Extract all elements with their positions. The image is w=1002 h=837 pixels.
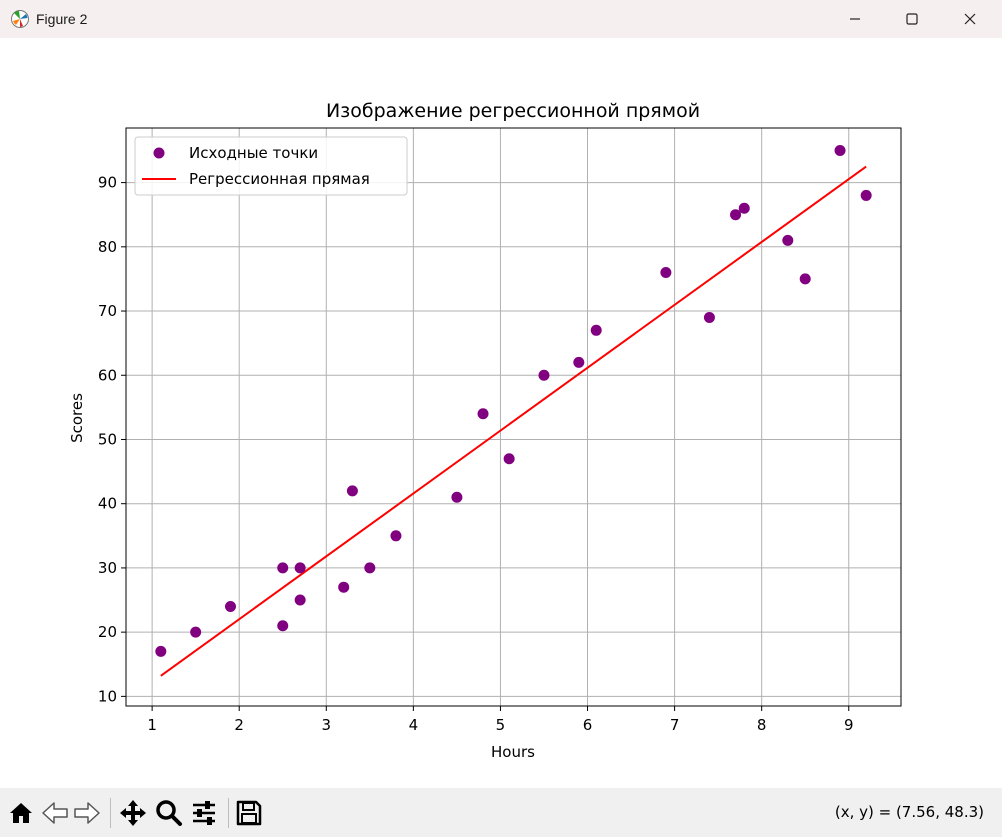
- x-tick-label: 8: [757, 716, 767, 734]
- chart-title: Изображение регрессионной прямой: [326, 100, 700, 122]
- legend: Исходные точки Регрессионная прямая: [134, 136, 408, 196]
- window-title: Figure 2: [36, 11, 88, 27]
- data-point: [224, 600, 236, 612]
- window-titlebar: Figure 2: [0, 0, 1002, 38]
- cursor-coordinates: (x, y) = (7.56, 48.3): [834, 803, 984, 821]
- home-icon: [10, 803, 32, 823]
- save-button[interactable]: [234, 798, 264, 828]
- zoom-icon: [156, 800, 182, 826]
- forward-icon: [74, 802, 100, 824]
- data-point: [573, 356, 585, 368]
- save-icon: [236, 800, 262, 826]
- data-point: [660, 267, 672, 278]
- close-icon: [964, 13, 976, 25]
- y-tick-label: 20: [98, 623, 117, 641]
- y-tick-label: 40: [98, 495, 117, 513]
- data-point: [277, 562, 289, 574]
- data-point: [860, 189, 872, 201]
- back-button[interactable]: [40, 798, 70, 828]
- legend-scatter-marker: [153, 147, 165, 159]
- minimize-icon: [850, 18, 860, 20]
- data-point: [155, 645, 167, 657]
- data-point: [346, 485, 358, 497]
- data-point: [451, 491, 463, 503]
- configure-subplots-icon: [193, 801, 215, 825]
- chart-svg: 1 2 3 4 5 6 7 8 9 10 20 30 40 50 60 70 80 90 Изображение …: [68, 100, 902, 761]
- y-axis-label: Scores: [68, 393, 86, 443]
- ticks: 1 2 3 4 5 6 7 8 9 10 20 30 40 50 60 70 80 90: [98, 174, 854, 734]
- configure-subplots-button[interactable]: [189, 798, 219, 828]
- y-tick-label: 60: [98, 366, 117, 384]
- x-tick-label: 3: [322, 716, 332, 734]
- data-point: [477, 408, 489, 420]
- maximize-button[interactable]: [883, 0, 941, 38]
- data-point: [834, 144, 846, 156]
- x-axis-label: Hours: [491, 743, 535, 761]
- pan-icon: [120, 800, 146, 826]
- figure-canvas[interactable]: 1 2 3 4 5 6 7 8 9 10 20 30 40 50 60 70 80 90 Изображение …: [0, 38, 1002, 788]
- y-tick-label: 10: [98, 687, 117, 705]
- regression-line-layer: [160, 165, 867, 677]
- y-tick-label: 70: [98, 302, 117, 320]
- close-button[interactable]: [941, 0, 999, 38]
- data-point: [338, 581, 350, 593]
- data-point: [590, 324, 602, 336]
- y-tick-label: 90: [98, 174, 117, 192]
- data-point: [503, 453, 515, 465]
- legend-label-scatter: Исходные точки: [189, 144, 318, 162]
- legend-label-line: Регрессионная прямая: [189, 170, 370, 188]
- x-tick-label: 4: [409, 716, 419, 734]
- x-tick-label: 2: [234, 716, 244, 734]
- x-tick-label: 1: [147, 716, 157, 734]
- data-point: [730, 209, 742, 221]
- scatter-points: [155, 144, 872, 657]
- minimize-button[interactable]: [826, 0, 884, 38]
- toolbar-separator: [228, 798, 229, 828]
- data-point: [294, 594, 306, 606]
- data-point: [782, 234, 794, 246]
- regression-line: [160, 165, 867, 677]
- data-point: [799, 273, 811, 285]
- zoom-button[interactable]: [154, 798, 184, 828]
- x-tick-label: 7: [670, 716, 680, 734]
- axes-frame: [125, 127, 902, 707]
- navigation-toolbar: (x, y) = (7.56, 48.3): [0, 788, 1002, 837]
- y-tick-label: 30: [98, 559, 117, 577]
- data-point: [277, 620, 289, 632]
- home-button[interactable]: [6, 798, 36, 828]
- back-icon: [42, 802, 68, 824]
- pan-button[interactable]: [118, 798, 148, 828]
- y-tick-label: 80: [98, 238, 117, 256]
- data-point: [190, 626, 202, 638]
- forward-button[interactable]: [72, 798, 102, 828]
- y-tick-label: 50: [98, 430, 117, 448]
- data-point: [703, 311, 715, 323]
- grid: [126, 128, 901, 706]
- data-point: [294, 562, 306, 574]
- x-tick-label: 9: [844, 716, 854, 734]
- x-tick-label: 6: [583, 716, 593, 734]
- matplotlib-icon: [11, 10, 29, 28]
- data-point: [364, 562, 376, 574]
- x-tick-label: 5: [496, 716, 506, 734]
- toolbar-separator: [110, 798, 111, 828]
- maximize-icon: [906, 13, 918, 25]
- data-point: [538, 369, 550, 381]
- data-point: [738, 202, 750, 214]
- data-point: [390, 530, 402, 542]
